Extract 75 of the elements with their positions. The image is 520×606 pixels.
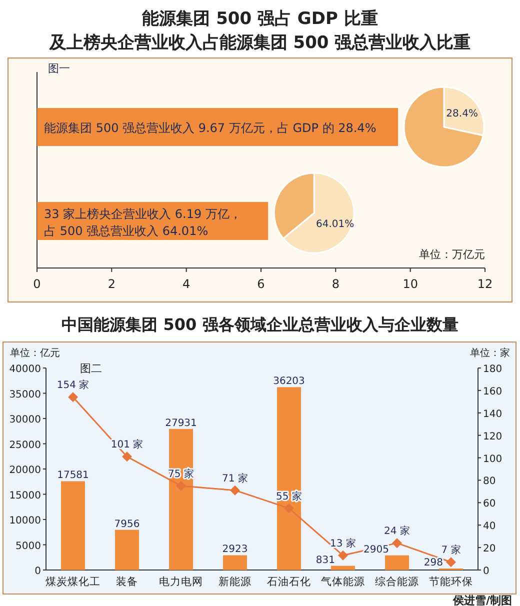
y2-tick-label: 60 <box>483 498 496 510</box>
y-tick-label: 0 <box>34 566 41 577</box>
y-axis-title: 单位：亿元 <box>10 347 60 359</box>
point <box>176 480 186 491</box>
data-label: 7956 <box>114 518 140 530</box>
point <box>230 485 240 496</box>
bar <box>277 387 301 570</box>
y-tick-label: 15000 <box>9 490 41 502</box>
data-label: 17581 <box>57 470 89 482</box>
data-label: 2923 <box>222 544 248 556</box>
data-label: 831 <box>316 554 335 566</box>
y-tick-label: 10000 <box>9 516 41 526</box>
y-tick-label: 30000 <box>9 414 41 426</box>
chart-subtitle: 及上榜央企营业收入占能源集团 500 强总营业收入比重 <box>48 33 471 53</box>
data-label: 71 家 <box>222 472 248 484</box>
y-tick-label: 5000 <box>16 540 41 552</box>
x-tick-label: 8 <box>332 277 340 291</box>
y2-tick-label: 80 <box>483 476 496 488</box>
x-tick-label: 综合能源 <box>375 575 419 588</box>
y2-tick-label: 140 <box>483 408 502 420</box>
y2-tick-label: 160 <box>483 386 502 398</box>
y2-tick-label: 180 <box>483 364 502 375</box>
x-tick-label: 新能源 <box>218 575 252 588</box>
x-axis-title: 单位：万亿元 <box>419 248 485 261</box>
point <box>338 550 348 560</box>
bar <box>331 566 355 570</box>
y-tick-label: 20000 <box>9 465 41 476</box>
annotation: 能源集团 500 强总营业收入 9.67 万亿元，占 GDP 的 28.4% <box>44 121 376 135</box>
x-tick-label: 2 <box>108 277 116 291</box>
y-tick-label: 40000 <box>9 364 41 375</box>
y-tick-label: 35000 <box>9 389 41 400</box>
data-label: 154 家 <box>56 379 90 392</box>
x-tick-label: 4 <box>182 277 190 291</box>
chart-title: 中国能源集团 500 强各领域企业总营业收入与企业数量 <box>62 315 458 334</box>
x-tick-label: 煤炭煤化工 <box>46 575 100 588</box>
annotation: 图二 <box>80 362 102 375</box>
bar <box>115 530 139 570</box>
data-label: 298 <box>424 557 443 568</box>
data-label: 36203 <box>273 376 305 388</box>
y2-tick-label: 0 <box>483 566 490 577</box>
y2-tick-label: 100 <box>483 454 502 465</box>
x-tick-label: 电力电网 <box>159 575 203 588</box>
point <box>284 503 294 514</box>
x-tick-label: 气体能源 <box>321 575 365 588</box>
bar <box>223 555 247 570</box>
x-tick-label: 6 <box>257 277 265 291</box>
data-label: 27931 <box>165 418 197 429</box>
annotation: 占 500 强总营业收入 64.01% <box>44 224 208 238</box>
y2-tick-label: 20 <box>483 544 496 555</box>
point <box>122 452 132 462</box>
data-label: 13 家 <box>330 537 356 550</box>
bar <box>385 555 409 570</box>
point <box>446 557 456 568</box>
point <box>68 392 78 402</box>
pie-slice <box>403 86 484 168</box>
x-tick-label: 石油石化 <box>267 575 311 588</box>
data-label: 7 家 <box>441 544 461 556</box>
data-label: 24 家 <box>384 525 410 538</box>
annotation: 图一 <box>48 62 70 75</box>
y2-tick-label: 40 <box>483 521 496 532</box>
chart-title: 能源集团 500 强占 GDP 比重 <box>142 9 378 29</box>
y2-axis-title: 单位：家 <box>470 347 510 359</box>
x-tick-label: 节能环保 <box>429 575 473 588</box>
data-label: 28.4% <box>446 108 478 120</box>
annotation: 33 家上榜央企营业收入 6.19 万亿， <box>44 207 242 221</box>
bar <box>61 481 85 570</box>
text: 侯进雪/制图 <box>452 594 512 606</box>
point <box>392 538 402 548</box>
y-tick-label: 25000 <box>9 440 41 451</box>
x-tick-label: 12 <box>477 277 493 291</box>
bar <box>169 428 193 570</box>
data-label: 64.01% <box>316 218 354 230</box>
x-tick-label: 装备 <box>116 575 138 588</box>
x-tick-label: 10 <box>402 277 418 291</box>
y2-tick-label: 120 <box>483 431 502 442</box>
